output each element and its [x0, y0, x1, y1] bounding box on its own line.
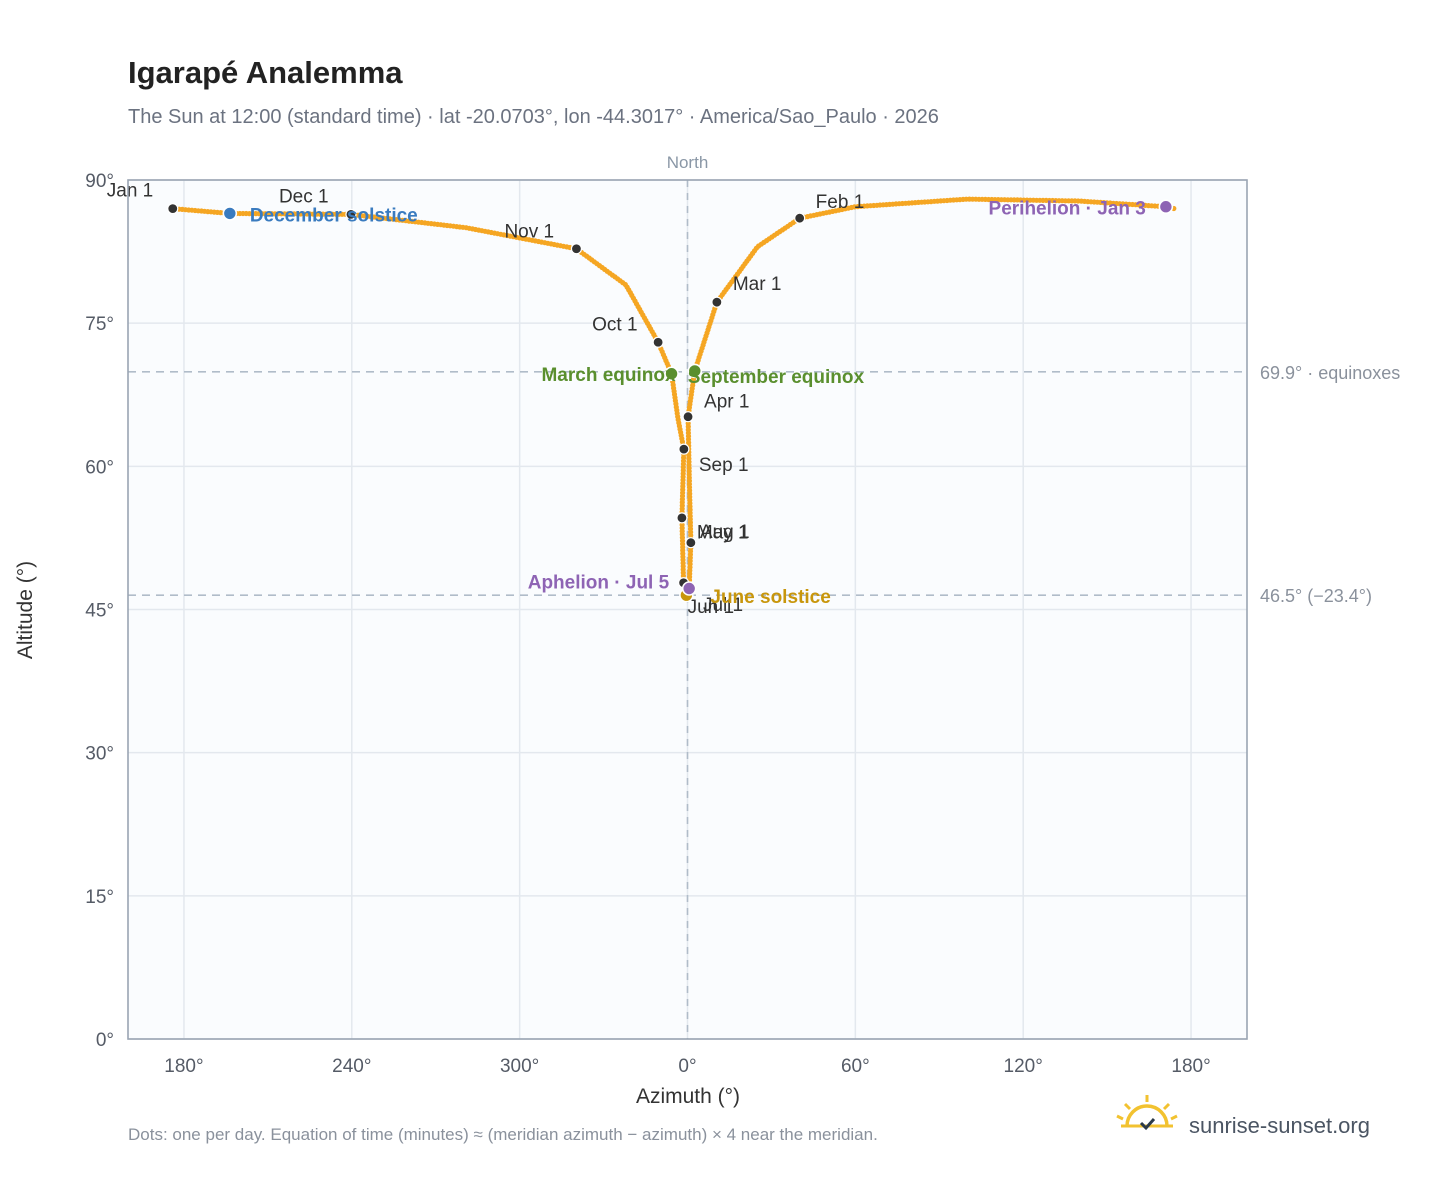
reference-line-label: 69.9° · equinoxes	[1260, 363, 1400, 383]
x-tick-label: 300°	[500, 1056, 539, 1077]
event-label: December solstice	[250, 205, 418, 226]
month-marker	[711, 296, 723, 308]
y-tick-label: 90°	[85, 171, 114, 192]
x-tick-label: 0°	[678, 1056, 696, 1077]
month-marker	[570, 243, 583, 255]
month-label: Jun 1	[688, 597, 734, 618]
month-marker	[794, 212, 806, 224]
y-axis-title: Altitude (°)	[14, 561, 37, 659]
x-tick-label: 120°	[1004, 1056, 1043, 1077]
x-tick-label: 180°	[164, 1056, 203, 1077]
month-label: Mar 1	[733, 274, 782, 295]
y-axis-ticks: 0° 15° 30° 45° 60° 75° 90°	[85, 171, 114, 1051]
brand-name[interactable]: sunrise-sunset.org	[1189, 1113, 1370, 1138]
month-marker	[167, 203, 179, 215]
y-tick-label: 15°	[85, 887, 114, 908]
month-marker	[685, 537, 697, 549]
event-label: Perihelion · Jan 3	[989, 199, 1146, 220]
reference-line-label: 46.5° (−23.4°)	[1260, 586, 1372, 606]
y-tick-label: 45°	[85, 601, 114, 622]
month-label: Aug 1	[700, 522, 750, 543]
x-axis-ticks: 180° 240° 300° 0° 60° 120° 180°	[164, 1056, 1210, 1077]
y-tick-label: 60°	[85, 457, 114, 478]
y-tick-label: 75°	[85, 314, 114, 335]
month-label: Feb 1	[816, 192, 865, 213]
month-label: Apr 1	[704, 392, 749, 413]
month-label: Jan 1	[107, 181, 153, 202]
month-label: Nov 1	[504, 222, 554, 243]
event-markers: December solstice March equinox September …	[222, 199, 1174, 608]
month-marker	[676, 512, 688, 524]
month-label: Oct 1	[592, 314, 637, 335]
x-tick-label: 180°	[1171, 1056, 1210, 1077]
analemma-path	[170, 196, 1177, 598]
y-tick-label: 0°	[96, 1030, 114, 1051]
month-label: Sep 1	[699, 455, 749, 476]
event-label: September equinox	[688, 367, 865, 388]
month-marker	[345, 208, 357, 220]
event-label: June solstice	[710, 587, 830, 608]
sun-logo-icon	[1116, 1095, 1178, 1131]
month-label: Dec 1	[279, 186, 329, 207]
month-marker	[682, 411, 694, 423]
plot-frame	[127, 179, 1248, 1040]
meridian-label: North	[667, 153, 709, 172]
event-label: March equinox	[541, 365, 676, 386]
event-marker	[1158, 199, 1174, 215]
reference-lines: 69.9° · equinoxes 46.5° (−23.4°)	[128, 363, 1400, 606]
x-axis-title: Azimuth (°)	[636, 1085, 740, 1108]
chart-subtitle: The Sun at 12:00 (standard time) · lat -…	[128, 106, 939, 128]
x-tick-label: 60°	[841, 1056, 870, 1077]
y-tick-label: 30°	[85, 744, 114, 765]
meridian: North	[667, 153, 709, 1039]
event-marker	[664, 366, 679, 382]
event-marker	[687, 363, 703, 379]
event-marker	[681, 581, 697, 596]
month-marker	[678, 443, 690, 455]
month-label: May 1	[697, 523, 749, 544]
month-label: Jul 1	[703, 595, 743, 616]
x-tick-label: 240°	[332, 1056, 371, 1077]
footnote: Dots: one per day. Equation of time (min…	[128, 1125, 878, 1144]
event-label: Aphelion · Jul 5	[528, 573, 670, 594]
page-title: Igarapé Analemma	[128, 55, 403, 90]
event-marker	[222, 206, 238, 221]
month-marker	[652, 336, 664, 348]
